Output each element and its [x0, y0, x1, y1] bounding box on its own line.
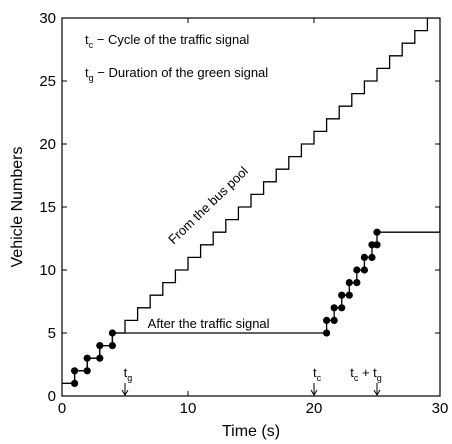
series-marker: [373, 228, 381, 236]
time-annotation-label: tg: [124, 365, 133, 383]
annotation-arrow-head: [121, 389, 129, 396]
series-marker: [373, 241, 381, 249]
x-tick-label: 20: [306, 400, 323, 417]
series-marker: [323, 316, 331, 324]
series-marker: [330, 316, 338, 324]
y-tick-label: 10: [39, 262, 56, 279]
series-marker: [368, 241, 376, 249]
series-marker: [71, 367, 79, 375]
y-tick-label: 25: [39, 73, 56, 90]
series-line-after-signal: [62, 207, 440, 385]
series-marker: [338, 291, 346, 299]
legend-note: tg − Duration of the green signal: [85, 65, 268, 83]
time-annotations: tg tc tc + tg: [121, 365, 382, 396]
series-marker: [96, 342, 104, 350]
series-marker: [108, 329, 116, 337]
series-marker: [353, 266, 361, 274]
annotation-arrow-head: [373, 389, 381, 396]
y-tick-label: 0: [48, 388, 56, 405]
x-axis-title: Time (s): [222, 423, 280, 440]
series-line-bus-pool: [62, 18, 440, 385]
tick-layer: 0 10 20 30 0 5 10 15 20 25 30: [39, 10, 448, 417]
x-tick-label: 10: [180, 400, 197, 417]
legend-notes: tc − Cycle of the traffic signal tg − Dur…: [85, 32, 268, 83]
time-annotation-label: tc: [313, 365, 322, 383]
series-marker: [108, 342, 116, 350]
series-label-after-signal: After the traffic signal: [148, 316, 270, 331]
series-marker: [353, 279, 361, 287]
legend-note: tc − Cycle of the traffic signal: [85, 32, 249, 50]
x-tick-label: 30: [432, 400, 449, 417]
series-marker: [338, 304, 346, 312]
series-marker: [368, 253, 376, 261]
y-axis-title: Vehicle Numbers: [9, 147, 26, 268]
series-marker: [71, 379, 79, 387]
series-marker: [345, 279, 353, 287]
time-annotation-label: tc + tg: [350, 365, 382, 383]
y-tick-label: 20: [39, 136, 56, 153]
series-marker: [83, 354, 91, 362]
annotation-arrow-head: [310, 389, 318, 396]
series-label-bus-pool: From the bus pool: [165, 163, 251, 247]
series-marker: [83, 367, 91, 375]
series-marker: [323, 329, 331, 337]
y-tick-label: 5: [48, 325, 56, 342]
x-tick-label: 0: [58, 400, 66, 417]
y-tick-label: 30: [39, 10, 56, 27]
series-marker: [96, 354, 104, 362]
series-marker: [360, 266, 368, 274]
y-tick-label: 15: [39, 199, 56, 216]
series-marker: [345, 291, 353, 299]
series-marker: [360, 253, 368, 261]
series-marker: [330, 304, 338, 312]
